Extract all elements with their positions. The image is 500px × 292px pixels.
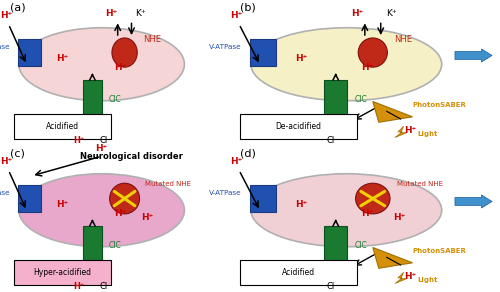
Text: NHE: NHE xyxy=(394,35,412,44)
Text: H⁺: H⁺ xyxy=(404,126,416,135)
FancyBboxPatch shape xyxy=(240,114,357,139)
FancyBboxPatch shape xyxy=(14,114,111,139)
Text: H⁺: H⁺ xyxy=(104,8,117,18)
FancyArrow shape xyxy=(455,49,492,62)
Ellipse shape xyxy=(110,183,140,214)
Text: NHE: NHE xyxy=(143,35,161,44)
Ellipse shape xyxy=(19,174,184,247)
Text: ClC: ClC xyxy=(109,241,122,250)
Text: V-ATPase: V-ATPase xyxy=(0,190,11,196)
Text: Cl⁻: Cl⁻ xyxy=(326,282,340,291)
FancyBboxPatch shape xyxy=(250,39,276,67)
Text: V-ATPase: V-ATPase xyxy=(209,190,242,196)
Text: (c): (c) xyxy=(10,149,24,159)
Text: Mutated NHE: Mutated NHE xyxy=(146,181,192,187)
Text: Hyper-acidified: Hyper-acidified xyxy=(34,268,92,277)
Text: Light: Light xyxy=(418,131,438,137)
Text: H⁺: H⁺ xyxy=(114,63,126,72)
Text: (a): (a) xyxy=(10,3,25,13)
Polygon shape xyxy=(373,102,412,122)
Text: K⁺: K⁺ xyxy=(386,8,396,18)
Text: H⁺: H⁺ xyxy=(362,209,374,218)
Ellipse shape xyxy=(356,183,390,214)
Text: PhotonSABER: PhotonSABER xyxy=(412,248,467,254)
Text: H⁺: H⁺ xyxy=(73,282,84,291)
Text: ClC: ClC xyxy=(355,95,368,104)
FancyBboxPatch shape xyxy=(18,39,40,67)
Text: ClC: ClC xyxy=(355,241,368,250)
Ellipse shape xyxy=(358,38,388,67)
Text: K⁺: K⁺ xyxy=(136,8,146,18)
Text: Acidified: Acidified xyxy=(46,122,79,131)
Text: H⁺: H⁺ xyxy=(56,200,68,209)
Text: V-ATPase: V-ATPase xyxy=(0,44,11,50)
Text: Neurological disorder: Neurological disorder xyxy=(80,152,183,161)
Text: Acidified: Acidified xyxy=(282,268,315,277)
Text: V-ATPase: V-ATPase xyxy=(209,44,242,50)
Text: H⁺: H⁺ xyxy=(362,63,374,72)
Text: Mutated NHE: Mutated NHE xyxy=(396,181,442,187)
Ellipse shape xyxy=(112,38,138,67)
Text: H⁺: H⁺ xyxy=(56,54,68,63)
Polygon shape xyxy=(395,272,406,284)
Text: H⁺: H⁺ xyxy=(96,144,108,153)
FancyBboxPatch shape xyxy=(82,80,102,118)
Polygon shape xyxy=(373,247,412,268)
Text: ClC: ClC xyxy=(109,95,122,104)
FancyBboxPatch shape xyxy=(240,260,357,285)
Text: H⁺: H⁺ xyxy=(0,157,12,166)
FancyBboxPatch shape xyxy=(18,185,40,213)
Text: De-acidified: De-acidified xyxy=(276,122,322,131)
Text: H⁺: H⁺ xyxy=(114,209,126,218)
FancyBboxPatch shape xyxy=(324,80,347,118)
Text: H⁺: H⁺ xyxy=(230,11,242,20)
Text: H⁺: H⁺ xyxy=(142,213,154,222)
Text: Cl⁻: Cl⁻ xyxy=(100,282,112,291)
Text: H⁺: H⁺ xyxy=(295,54,308,63)
Text: Cl⁻: Cl⁻ xyxy=(326,136,340,145)
Text: H⁺: H⁺ xyxy=(230,157,242,166)
Polygon shape xyxy=(395,126,406,138)
Text: H⁺: H⁺ xyxy=(351,8,363,18)
Text: H⁺: H⁺ xyxy=(295,200,308,209)
Text: (d): (d) xyxy=(240,149,256,159)
Ellipse shape xyxy=(19,28,184,101)
FancyBboxPatch shape xyxy=(82,226,102,264)
Text: H⁺: H⁺ xyxy=(73,136,84,145)
Ellipse shape xyxy=(251,174,442,247)
Ellipse shape xyxy=(251,28,442,101)
FancyBboxPatch shape xyxy=(324,226,347,264)
FancyBboxPatch shape xyxy=(250,185,276,213)
Text: PhotonSABER: PhotonSABER xyxy=(412,102,467,108)
Text: H⁺: H⁺ xyxy=(404,272,416,281)
FancyBboxPatch shape xyxy=(14,260,111,285)
Text: H⁺: H⁺ xyxy=(0,11,12,20)
Text: Cl⁻: Cl⁻ xyxy=(100,136,112,145)
Text: Light: Light xyxy=(418,277,438,283)
FancyArrow shape xyxy=(455,195,492,208)
Text: H⁺: H⁺ xyxy=(393,213,406,222)
Text: (b): (b) xyxy=(240,3,256,13)
